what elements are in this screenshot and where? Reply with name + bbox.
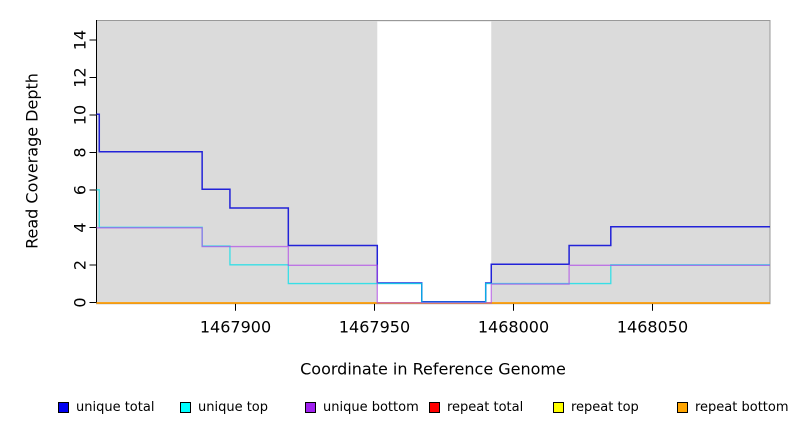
- legend-item-repeat-top: repeat top: [553, 401, 639, 414]
- legend-item-unique-top: unique top: [180, 401, 268, 414]
- y-tick-label: 10: [71, 105, 90, 125]
- x-axis-label: Coordinate in Reference Genome: [300, 360, 566, 379]
- y-tick-label: 6: [71, 185, 90, 195]
- legend-swatch: [305, 402, 316, 413]
- legend-item-unique-total: unique total: [58, 401, 154, 414]
- y-tick-label: 14: [71, 30, 90, 50]
- legend-item-unique-bottom: unique bottom: [305, 401, 419, 414]
- y-tick-label: 12: [71, 67, 90, 87]
- x-tick-label: 1467950: [339, 318, 410, 337]
- legend-swatch: [553, 402, 564, 413]
- legend-item-repeat-bottom: repeat bottom: [677, 401, 789, 414]
- x-tick-label: 1468050: [617, 318, 688, 337]
- legend-swatch: [429, 402, 440, 413]
- legend: unique total unique top unique bottom repea…: [0, 0, 792, 414]
- legend-label: repeat bottom: [695, 400, 789, 415]
- y-tick-label: 2: [71, 260, 90, 270]
- legend-swatch: [58, 402, 69, 413]
- legend-swatch: [180, 402, 191, 413]
- legend-label: unique bottom: [323, 400, 419, 415]
- x-tick-label: 1467900: [200, 318, 271, 337]
- legend-label: repeat top: [571, 400, 639, 415]
- y-axis-label: Read Coverage Depth: [23, 73, 42, 249]
- legend-label: repeat total: [447, 400, 524, 415]
- legend-label: unique top: [198, 400, 269, 415]
- x-tick-label: 1468000: [478, 318, 549, 337]
- series-line-unique-bottom: [96, 227, 770, 304]
- legend-swatch: [677, 402, 688, 413]
- legend-label: unique total: [76, 400, 155, 415]
- y-tick-label: 4: [71, 222, 90, 232]
- y-tick-label: 8: [71, 147, 90, 157]
- masked-region: [377, 21, 492, 304]
- legend-item-repeat-total: repeat total: [429, 401, 523, 414]
- y-tick-label: 0: [71, 297, 90, 307]
